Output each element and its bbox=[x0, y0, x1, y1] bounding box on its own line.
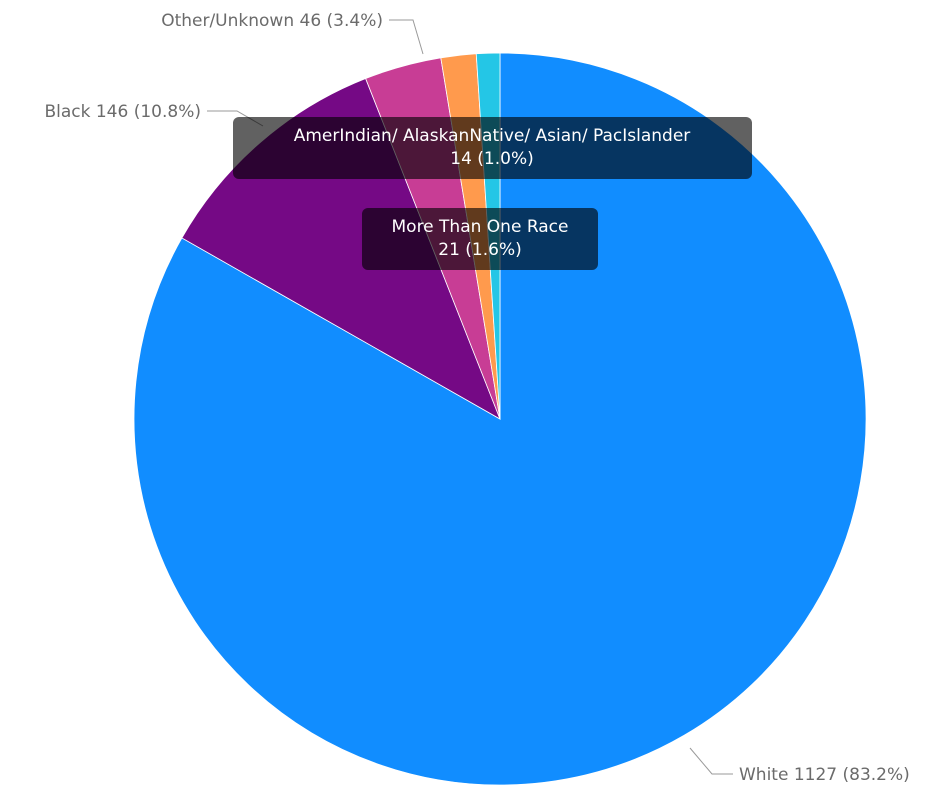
tooltip-label-name: AmerIndian/ AlaskanNative/ Asian/ PacIsl… bbox=[294, 126, 691, 146]
tooltip-label: More Than One Race 21 (1.6%) bbox=[362, 208, 598, 270]
slice-label: Black 146 (10.8%) bbox=[44, 102, 201, 122]
tooltip-box bbox=[233, 117, 752, 179]
leader-line bbox=[389, 19, 424, 55]
tooltip-label-name: More Than One Race bbox=[392, 217, 569, 237]
slice-label: White 1127 (83.2%) bbox=[739, 765, 910, 785]
tooltip-label-value: 14 (1.0%) bbox=[450, 149, 534, 169]
tooltip-label: AmerIndian/ AlaskanNative/ Asian/ PacIsl… bbox=[233, 117, 752, 179]
tooltip-label-value: 21 (1.6%) bbox=[438, 240, 522, 260]
pie-slice-white[interactable] bbox=[133, 52, 867, 786]
slice-label: Other/Unknown 46 (3.4%) bbox=[161, 11, 383, 31]
tooltip-box bbox=[362, 208, 598, 270]
leader-line bbox=[689, 747, 733, 775]
